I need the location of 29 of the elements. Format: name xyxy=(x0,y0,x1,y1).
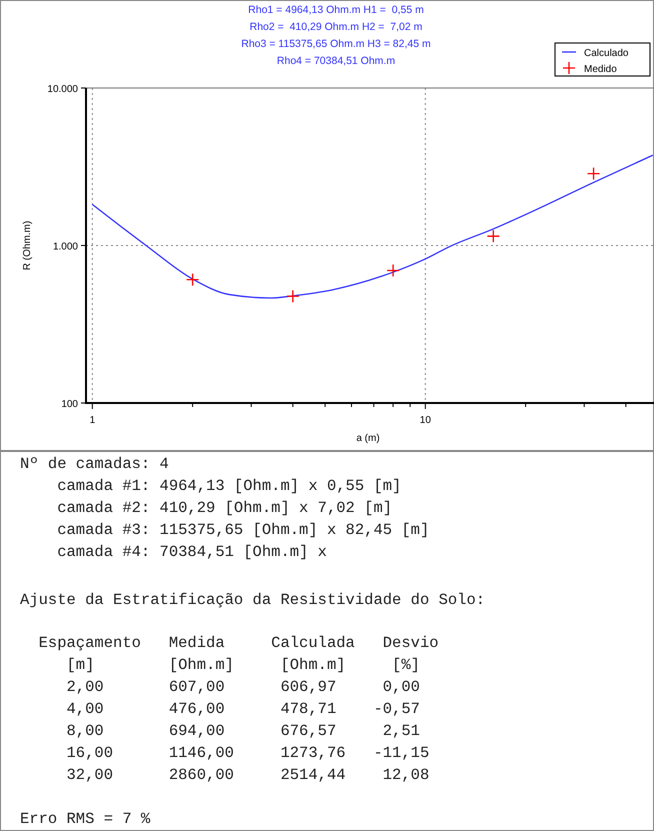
legend-label: Calculado xyxy=(584,48,629,59)
text: Ajuste da Estratificação da Resistividade do Solo: xyxy=(20,591,486,609)
legend-label: Medido xyxy=(584,64,618,75)
x-axis-title: a (m) xyxy=(356,433,380,444)
y-tick-label: 10.000 xyxy=(47,84,78,95)
x-tick-label: 10 xyxy=(420,415,432,426)
text: 32,00 2860,00 2514,44 12,08 xyxy=(20,766,430,784)
text: camada #3: 115375,65 [Ohm.m] x 82,45 [m] xyxy=(20,521,430,539)
text: camada #4: 70384,51 [Ohm.m] x xyxy=(20,543,327,561)
y-tick-label: 100 xyxy=(61,399,78,410)
point xyxy=(286,290,300,303)
text: Nº de camadas: 4 xyxy=(20,455,169,473)
text: camada #1: 4964,13 [Ohm.m] x 0,55 [m] xyxy=(20,477,402,495)
point xyxy=(486,230,500,243)
point xyxy=(386,264,400,278)
text: Erro RMS = 7 % xyxy=(20,810,151,828)
text: camada #2: 410,29 [Ohm.m] x 7,02 [m] xyxy=(20,499,392,517)
text: 4,00 476,00 478,71 -0,57 xyxy=(20,700,420,718)
point xyxy=(186,273,200,286)
y-axis-title: R (Ohm.m) xyxy=(22,220,33,270)
chart-title: Rho1 = 4964,13 Ohm.m H1 = 0,55 m Rho2 = 410,29 Ohm.m H2 = 7,02 m Rho3 = 115375,65 Ohm.m H3 = 82,45 m Rho4 = 70384,51 Ohm.m xyxy=(241,4,431,67)
text: Espaçamento Medida Calculada Desvio xyxy=(20,634,439,652)
text: 16,00 1146,00 1273,76 -11,15 xyxy=(20,744,430,762)
text: 2,00 607,00 606,97 0,00 xyxy=(20,678,420,696)
text: [m] [Ohm.m] [Ohm.m] [%] xyxy=(20,656,420,674)
y-tick-label: 1.000 xyxy=(52,242,78,252)
text: 8,00 694,00 676,57 2,51 xyxy=(20,722,420,740)
point xyxy=(586,166,600,180)
x-tick-label: 1 xyxy=(90,415,96,426)
